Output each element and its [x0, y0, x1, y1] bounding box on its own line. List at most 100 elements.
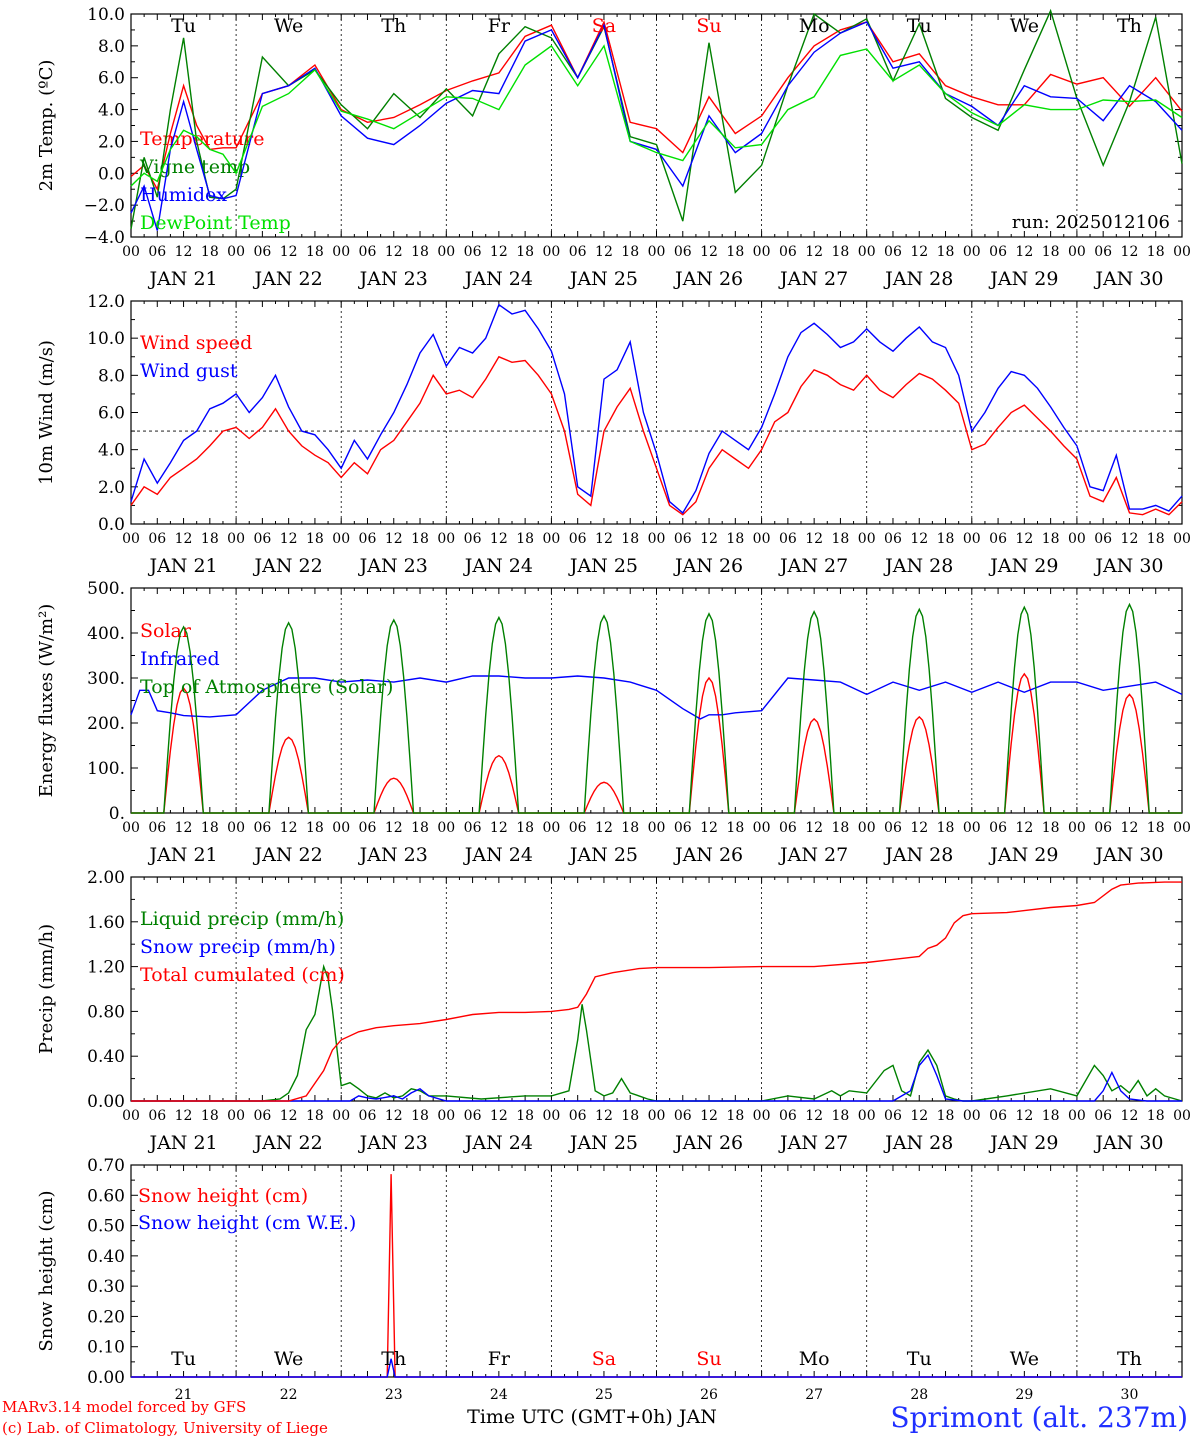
y-tick-label: 6.0 [98, 69, 125, 89]
hour-tick-label: 12 [1121, 531, 1139, 547]
y-tick-label: 0.00 [87, 1368, 125, 1388]
day-label: JAN 29 [988, 844, 1058, 866]
hour-tick-label: 00 [753, 1108, 771, 1124]
weekday-label: Sa [592, 1348, 616, 1370]
hour-tick-label: 18 [621, 820, 639, 836]
series-line-top-of-atmosphere-solar- [131, 602, 1182, 814]
hour-tick-label: 18 [832, 531, 850, 547]
day-number-label: 27 [805, 1387, 823, 1403]
hour-tick-label: 18 [621, 1108, 639, 1124]
hour-tick-label: 12 [385, 244, 403, 260]
hour-tick-label: 06 [464, 531, 482, 547]
y-tick-label: 2.00 [87, 868, 125, 888]
weekday-label: Mo [799, 15, 830, 37]
day-label: JAN 29 [988, 268, 1058, 290]
y-tick-label: 0.20 [87, 1307, 125, 1327]
day-label: JAN 24 [463, 268, 533, 290]
hour-tick-label: 06 [674, 244, 692, 260]
y-axis-label: 2m Temp. (ºC) [36, 60, 57, 192]
hour-tick-label: 18 [621, 531, 639, 547]
hour-tick-label: 00 [1068, 1108, 1086, 1124]
weekday-label: Tu [171, 1348, 196, 1370]
hour-tick-label: 18 [201, 1108, 219, 1124]
weekday-label: Th [381, 1348, 406, 1370]
hour-tick-label: 00 [753, 244, 771, 260]
hour-tick-label: 06 [569, 244, 587, 260]
hour-tick-label: 00 [332, 244, 350, 260]
hour-tick-label: 00 [648, 1108, 666, 1124]
day-label: JAN 22 [253, 555, 323, 577]
hour-tick-label: 12 [910, 531, 928, 547]
legend-entry: Wind speed [140, 332, 252, 354]
y-axis-label: Snow height (cm) [36, 1190, 57, 1351]
legend-entry: Snow precip (mm/h) [140, 936, 336, 958]
hour-tick-label: 00 [332, 531, 350, 547]
hour-tick-label: 06 [884, 244, 902, 260]
hour-tick-label: 06 [1094, 1108, 1112, 1124]
y-tick-label: 0.10 [87, 1338, 125, 1358]
copyright: (c) Lab. of Climatology, University of L… [2, 1419, 328, 1437]
weekday-label: We [274, 15, 303, 37]
hour-tick-label: 06 [1094, 820, 1112, 836]
hour-tick-label: 00 [648, 531, 666, 547]
y-tick-label: 200. [87, 714, 125, 734]
day-label: JAN 24 [463, 555, 533, 577]
day-label: JAN 26 [673, 555, 743, 577]
hour-tick-label: 18 [937, 820, 955, 836]
hour-tick-label: 00 [122, 1108, 140, 1124]
day-label: JAN 27 [778, 555, 848, 577]
weekday-label: Th [1117, 1348, 1142, 1370]
panel-2: 12.0 10.0 8.0 6.0 4.0 2.0 0.0 10m Wind (m/s) Win… [36, 292, 1191, 577]
day-label: JAN 27 [778, 844, 848, 866]
hour-tick-label: 00 [1173, 531, 1191, 547]
hour-tick-label: 18 [201, 244, 219, 260]
footer: MARv3.14 model forced by GFS (c) Lab. of… [2, 1398, 1188, 1437]
hour-tick-label: 06 [779, 531, 797, 547]
hour-tick-label: 00 [542, 1108, 560, 1124]
hour-tick-label: 00 [963, 820, 981, 836]
time-axis-label: Time UTC (GMT+0h) JAN [467, 1406, 717, 1428]
hour-tick-label: 00 [963, 1108, 981, 1124]
y-tick-label: 4.0 [98, 441, 125, 461]
y-tick-label: 100. [87, 759, 125, 779]
hour-tick-label: 12 [805, 531, 823, 547]
hour-tick-label: 00 [858, 820, 876, 836]
hour-tick-label: 06 [464, 244, 482, 260]
hour-tick-label: 12 [1015, 820, 1033, 836]
weekday-label: Fr [488, 15, 511, 37]
hour-tick-label: 12 [280, 1108, 298, 1124]
hour-tick-label: 00 [858, 531, 876, 547]
y-tick-label: 1.20 [87, 958, 125, 978]
hour-tick-label: 18 [1147, 531, 1165, 547]
day-label: JAN 21 [147, 268, 217, 290]
weekday-label: Tu [171, 15, 196, 37]
legend-entry: Total cumulated (cm) [140, 964, 345, 986]
hour-tick-label: 18 [306, 531, 324, 547]
series-line-dewpoint-temp [130, 44, 1183, 187]
hour-tick-label: 06 [148, 244, 166, 260]
legend-entry: Humidex [140, 184, 227, 206]
hour-tick-label: 06 [779, 820, 797, 836]
series-line-temperature [130, 19, 1183, 192]
weekday-label: Th [1117, 15, 1142, 37]
hour-tick-label: 00 [437, 531, 455, 547]
hour-tick-label: 18 [306, 820, 324, 836]
hour-tick-label: 06 [1094, 244, 1112, 260]
hour-tick-label: 06 [569, 531, 587, 547]
hour-tick-label: 00 [542, 244, 560, 260]
y-tick-label: 500. [87, 579, 125, 599]
y-tick-label: −4.0 [84, 228, 125, 248]
day-number-label: 30 [1121, 1387, 1139, 1403]
hour-tick-label: 12 [595, 531, 613, 547]
day-label: JAN 23 [358, 555, 428, 577]
y-tick-label: 1.60 [87, 913, 125, 933]
hour-tick-label: 06 [779, 244, 797, 260]
weekday-label: Tu [907, 1348, 932, 1370]
hour-tick-label: 18 [1147, 820, 1165, 836]
y-tick-label: 10.0 [87, 5, 125, 25]
day-label: JAN 28 [883, 1132, 953, 1154]
hour-tick-label: 06 [253, 244, 271, 260]
panel-4: 2.00 1.60 1.20 0.80 0.40 0.00 Precip (mm/h) Liq… [36, 868, 1191, 1154]
y-tick-label: 0.40 [87, 1247, 125, 1267]
